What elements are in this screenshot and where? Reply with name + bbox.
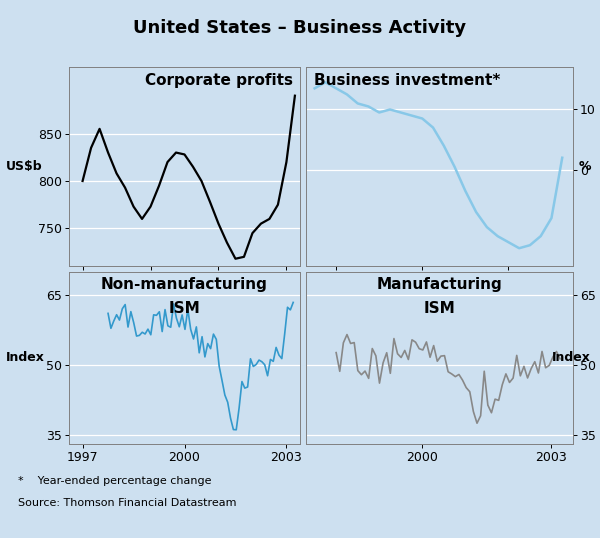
Text: Business investment*: Business investment*: [314, 73, 500, 88]
Text: %: %: [578, 160, 591, 173]
Text: Source: Thomson Financial Datastream: Source: Thomson Financial Datastream: [18, 498, 236, 508]
Text: Manufacturing: Manufacturing: [377, 277, 502, 292]
Text: ISM: ISM: [169, 301, 200, 316]
Text: US$b: US$b: [6, 160, 43, 173]
Text: Non-manufacturing: Non-manufacturing: [101, 277, 268, 292]
Text: ISM: ISM: [424, 301, 455, 316]
Text: Index: Index: [6, 351, 45, 364]
Text: *    Year-ended percentage change: * Year-ended percentage change: [18, 476, 212, 486]
Text: United States – Business Activity: United States – Business Activity: [133, 19, 467, 37]
Text: Index: Index: [552, 351, 591, 364]
Text: Corporate profits: Corporate profits: [145, 73, 293, 88]
